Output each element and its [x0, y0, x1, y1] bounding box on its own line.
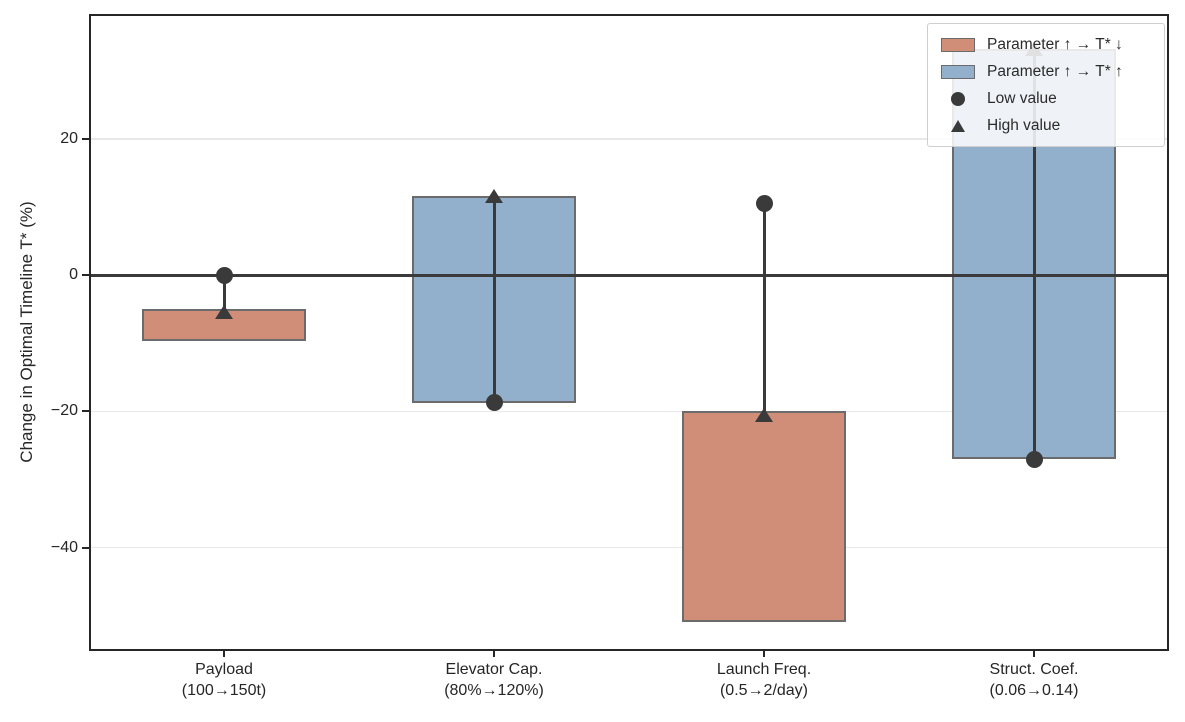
high-value-marker: [215, 305, 233, 320]
category-range: (80%→120%): [444, 682, 544, 699]
legend-row: High value: [938, 112, 1154, 139]
low-value-marker: [215, 266, 233, 284]
grid-line: [89, 138, 1169, 140]
x-tick-mark: [493, 651, 495, 657]
low-value-marker: [485, 394, 503, 412]
marker-line: [222, 275, 226, 313]
x-tick-mark: [1033, 651, 1035, 657]
y-tick-label: −40: [50, 538, 78, 556]
legend-item-label: Low value: [987, 89, 1057, 107]
grid-line: [89, 546, 1169, 549]
decrease-patch-icon: [941, 37, 975, 52]
legend-item-label: Parameter ↑ → T* ↓: [987, 35, 1123, 53]
y-tick-mark: [82, 410, 89, 413]
circle-marker-icon: [951, 91, 965, 106]
y-tick-label: −20: [50, 402, 78, 420]
high-value-marker: [755, 407, 773, 422]
category-name: Launch Freq.: [716, 661, 812, 678]
marker-line: [762, 203, 766, 415]
triangle-marker-icon: [951, 119, 965, 132]
category-name: Payload: [195, 661, 253, 678]
legend: Parameter ↑ → T* ↓ Parameter ↑ → T* ↑ Low …: [927, 23, 1165, 147]
legend-item-label: Parameter ↑ → T* ↑: [987, 62, 1123, 80]
triangle-legend-glyph: [938, 119, 978, 132]
marker-line: [492, 195, 496, 403]
x-tick-label: Elevator Cap. (80%→120%): [359, 659, 629, 701]
low-value-marker: [755, 195, 773, 213]
category-range: (100→150t): [181, 682, 267, 699]
y-axis-label: Change in Optimal Timeline T* (%): [17, 201, 36, 463]
y-tick-mark: [82, 138, 89, 141]
category-range: (0.06→0.14): [989, 682, 1079, 699]
y-tick-mark: [82, 274, 89, 277]
legend-row: Low value: [938, 85, 1154, 112]
x-tick-label: Launch Freq. (0.5→2/day): [629, 659, 899, 701]
category-name: Elevator Cap.: [445, 661, 543, 678]
y-tick-label: 0: [69, 266, 78, 284]
patch-increase-legend-glyph: [938, 64, 978, 79]
low-value-marker: [1025, 450, 1043, 468]
increase-patch-icon: [941, 64, 975, 79]
grid-line: [89, 410, 1169, 413]
y-tick-mark: [82, 546, 89, 549]
x-tick-mark: [223, 651, 225, 657]
category-range: (0.5→2/day): [719, 682, 809, 699]
y-tick-label: 20: [60, 130, 78, 148]
x-tick-label: Struct. Coef. (0.06→0.14): [899, 659, 1169, 701]
x-tick-label: Payload (100→150t): [89, 659, 359, 701]
legend-item-label: High value: [987, 116, 1061, 134]
marker-line: [1032, 49, 1036, 460]
category-name: Struct. Coef.: [989, 661, 1079, 678]
legend-row: Parameter ↑ → T* ↓: [938, 31, 1154, 58]
x-tick-mark: [763, 651, 765, 657]
legend-row: Parameter ↑ → T* ↑: [938, 58, 1154, 85]
high-value-marker: [485, 188, 503, 203]
circle-legend-glyph: [938, 91, 978, 106]
patch-decrease-legend-glyph: [938, 37, 978, 52]
bar-launch-freq: [682, 411, 846, 623]
zero-line: [89, 274, 1169, 277]
